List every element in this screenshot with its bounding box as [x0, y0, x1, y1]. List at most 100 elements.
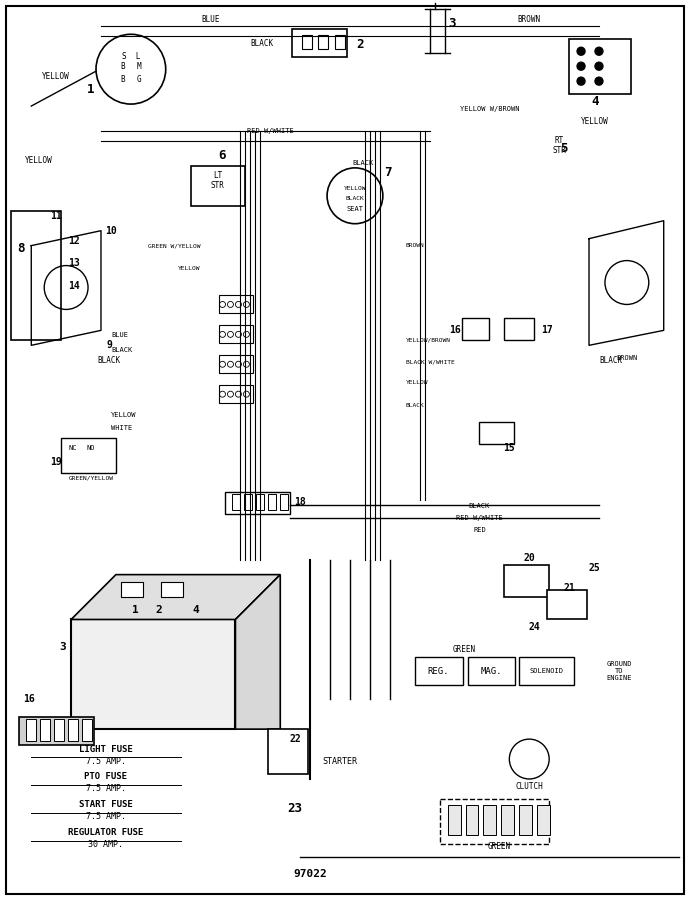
Text: MAG.: MAG.	[481, 667, 502, 676]
Text: 13: 13	[68, 257, 80, 267]
Bar	[82, 719, 92, 741]
Text: B: B	[121, 62, 125, 71]
Text: BLUE: BLUE	[111, 332, 128, 338]
Bar	[504, 564, 549, 597]
Polygon shape	[71, 574, 280, 619]
Bar	[219, 356, 253, 373]
Bar	[121, 581, 143, 597]
Bar	[520, 805, 532, 835]
Text: RED: RED	[473, 526, 486, 533]
Text: 10: 10	[105, 226, 117, 236]
Circle shape	[595, 62, 603, 70]
Text: 3: 3	[448, 17, 455, 30]
Text: GREEN W/YELLOW: GREEN W/YELLOW	[148, 243, 201, 248]
Text: 24: 24	[529, 623, 540, 633]
Text: 30 AMP.: 30 AMP.	[88, 841, 124, 850]
Bar	[504, 319, 534, 340]
Text: CLUTCH: CLUTCH	[515, 782, 543, 791]
Text: 7.5 AMP.: 7.5 AMP.	[86, 757, 126, 766]
Bar	[268, 494, 276, 509]
Text: 8: 8	[17, 242, 25, 255]
Text: BLACK: BLACK	[406, 402, 424, 408]
Text: SEAT: SEAT	[346, 206, 364, 211]
Text: G: G	[137, 75, 141, 84]
Text: 16: 16	[23, 694, 35, 704]
Text: YELLOW: YELLOW	[42, 72, 70, 81]
Text: 18: 18	[295, 497, 306, 507]
Text: 2: 2	[356, 38, 364, 50]
Bar	[40, 719, 50, 741]
Bar	[520, 657, 574, 685]
Text: 17: 17	[542, 326, 553, 336]
Bar	[226, 492, 290, 514]
FancyBboxPatch shape	[440, 799, 549, 844]
Bar	[448, 805, 460, 835]
Bar	[71, 619, 235, 729]
Text: 21: 21	[563, 582, 575, 592]
Text: 4: 4	[591, 94, 599, 108]
Text: 3: 3	[60, 643, 66, 652]
Text: 25: 25	[588, 562, 600, 572]
Bar	[569, 40, 631, 94]
Text: 12: 12	[68, 236, 80, 246]
Text: NC: NC	[69, 445, 77, 451]
Bar	[68, 719, 78, 741]
Bar	[19, 717, 94, 745]
Text: YELLOW: YELLOW	[178, 266, 201, 271]
Text: 97022: 97022	[293, 868, 327, 878]
Text: YELLOW W/BROWN: YELLOW W/BROWN	[460, 106, 519, 112]
Text: YELLOW: YELLOW	[581, 116, 609, 125]
Circle shape	[577, 77, 585, 86]
Circle shape	[577, 62, 585, 70]
Bar	[161, 581, 183, 597]
Text: BLACK: BLACK	[111, 347, 132, 354]
Text: 5: 5	[560, 142, 568, 156]
Bar	[302, 35, 312, 50]
Circle shape	[595, 77, 603, 86]
Bar	[415, 657, 462, 685]
Bar	[61, 438, 116, 473]
Text: BLACK: BLACK	[97, 356, 121, 364]
Text: REGULATOR FUSE: REGULATOR FUSE	[68, 828, 144, 837]
Text: PTO FUSE: PTO FUSE	[84, 772, 128, 781]
Text: STARTER: STARTER	[322, 757, 357, 766]
Text: BLACK: BLACK	[353, 160, 373, 166]
Text: M: M	[137, 62, 141, 71]
Text: S  L: S L	[121, 51, 140, 60]
Text: B: B	[121, 75, 125, 84]
Bar	[318, 35, 328, 50]
Text: LIGHT FUSE: LIGHT FUSE	[79, 744, 133, 753]
Text: STR: STR	[552, 147, 566, 156]
Text: 7.5 AMP.: 7.5 AMP.	[86, 813, 126, 822]
Bar	[219, 326, 253, 343]
Circle shape	[595, 47, 603, 55]
Text: STR: STR	[210, 181, 224, 190]
Text: 6: 6	[219, 149, 226, 162]
Text: YELLOW: YELLOW	[344, 186, 366, 192]
Bar	[244, 494, 253, 509]
Text: BLACK: BLACK	[346, 196, 364, 202]
Bar	[280, 494, 288, 509]
Text: 19: 19	[50, 457, 62, 467]
Text: GREEN: GREEN	[453, 645, 476, 654]
Bar	[257, 494, 264, 509]
Bar	[462, 319, 489, 340]
Text: GREEN/YELLOW: GREEN/YELLOW	[68, 475, 114, 481]
Bar	[233, 494, 240, 509]
Text: 14: 14	[68, 281, 80, 291]
Bar	[219, 295, 253, 313]
Text: 23: 23	[288, 803, 303, 815]
Text: BROWN: BROWN	[616, 356, 638, 361]
Text: BLUE: BLUE	[201, 14, 220, 23]
Text: NO: NO	[87, 445, 95, 451]
Bar	[480, 422, 514, 444]
Bar	[55, 719, 64, 741]
Text: WHITE: WHITE	[111, 425, 132, 431]
Bar	[538, 805, 550, 835]
Bar	[26, 719, 37, 741]
Bar	[484, 805, 496, 835]
Bar	[502, 805, 514, 835]
Text: 2: 2	[155, 605, 162, 615]
Text: BLACK: BLACK	[469, 503, 490, 508]
Text: YELLOW: YELLOW	[406, 380, 428, 384]
